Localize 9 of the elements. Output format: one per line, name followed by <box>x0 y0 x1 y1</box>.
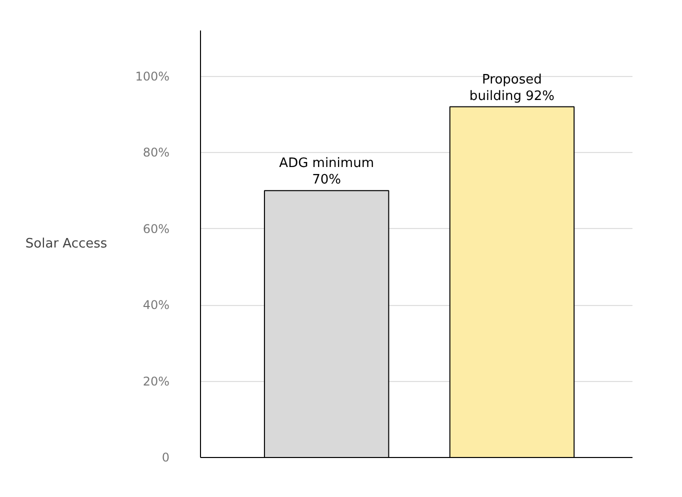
y-tick-label: 40% <box>142 298 170 312</box>
data-label: ADG minimum 70% <box>279 156 374 188</box>
data-label: Proposed building 92% <box>469 72 555 104</box>
y-tick-label: 0 <box>162 450 170 464</box>
y-tick-label: 60% <box>142 222 170 236</box>
y-tick-label: 80% <box>142 146 170 160</box>
y-tick-label: 20% <box>142 374 170 388</box>
y-axis-title: Solar Access <box>25 236 108 252</box>
y-tick-label: 100% <box>135 69 170 84</box>
